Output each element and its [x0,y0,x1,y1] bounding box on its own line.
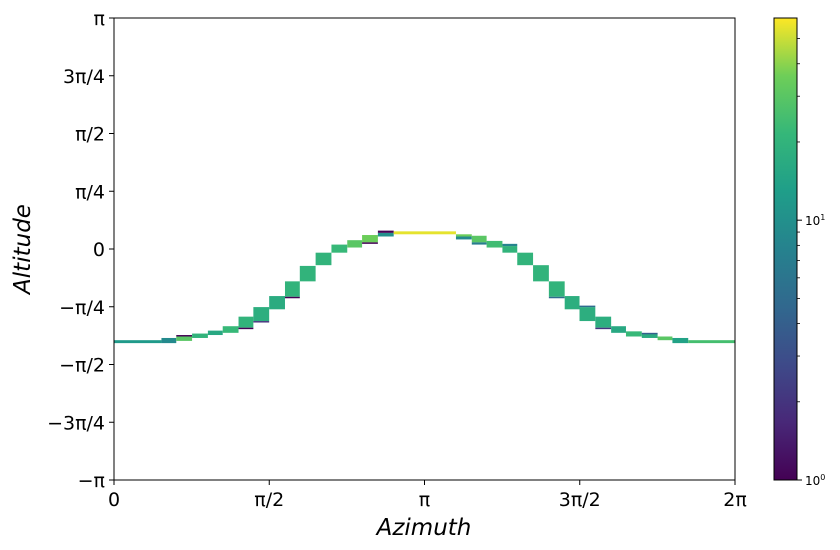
heatmap-cell [238,327,254,330]
x-tick-label: 3π/2 [559,489,601,511]
heatmap-cell [362,242,378,244]
heatmap-cell [471,242,487,245]
x-axis-label: Azimuth [375,515,472,541]
y-tick-label: −π [78,470,105,492]
heatmap-cell [471,235,487,243]
heatmap-cell [548,296,565,299]
heatmap-cell [672,337,689,344]
heatmap-cell [393,231,456,235]
heatmap-cell [502,246,518,253]
y-tick-label: π [94,8,105,30]
heatmap-cell [533,265,549,282]
heatmap-cell [502,243,518,247]
heatmap-cell [114,340,162,344]
plot-background [114,18,735,480]
y-tick-label: −π/2 [59,355,105,377]
colorbar-tick-label: 101 [805,213,825,228]
y-tick-label: π/4 [75,181,105,203]
x-axis-ticks: 0 π/2 π 3π/2 2π [108,480,747,511]
heatmap-cell [347,240,363,248]
heatmap-cell [253,321,270,323]
heatmap-cell [238,316,254,328]
y-tick-label: π/2 [75,124,105,146]
y-tick-label: −3π/4 [47,412,105,434]
heatmap-cell [625,331,642,337]
heatmap-cell [161,337,177,344]
heatmap-cell [284,296,300,299]
x-tick-label: 0 [108,489,120,511]
heatmap-cell [641,333,658,338]
colorbar [773,17,798,481]
heatmap-cell [564,296,580,310]
heatmap-cell [299,265,316,282]
x-tick-label: π/2 [254,489,284,511]
heatmap-cell [222,326,239,333]
heatmap-cell [377,230,394,233]
heatmap-cell [517,252,534,266]
heatmap-cell [207,330,223,336]
colorbar-tick-label: 100 [805,473,825,488]
heatmap-cell [595,327,612,330]
heatmap-cell [611,326,626,333]
colorbar-ticks: 100 101 [797,38,825,488]
heatmap-cell [641,332,658,335]
heatmap-cell [176,336,193,341]
heatmap-cells [114,230,735,344]
heatmap-cell [486,240,503,248]
heatmap-cell [579,305,596,308]
heatmap-cell [269,296,285,310]
heatmap-cell [595,316,612,328]
heatmap-cell [284,281,300,297]
x-tick-label: π [419,489,430,511]
heatmap-cell [657,336,673,341]
x-tick-label: 2π [723,489,747,511]
y-axis-label: Altitude [10,204,36,296]
heatmap-cell [176,335,193,337]
heatmap-cell [455,236,472,240]
heatmap-cell [579,307,596,322]
y-tick-label: 0 [93,239,105,261]
heatmap-cell [688,340,735,344]
y-tick-label: −π/4 [59,297,105,319]
heatmap-cell [315,252,332,266]
heatmap-cell [548,281,565,297]
heatmap-cell [253,307,270,322]
heatmap-cell [192,333,208,338]
y-tick-label: 3π/4 [63,66,105,88]
heatmap-cell [377,232,394,237]
heatmap-cell [362,235,378,243]
y-axis-ticks: −π −3π/4 −π/2 −π/4 0 π/4 π/2 3π/4 π [47,8,114,492]
heatmap-cell [331,244,348,253]
heatmap-cell [455,234,472,237]
